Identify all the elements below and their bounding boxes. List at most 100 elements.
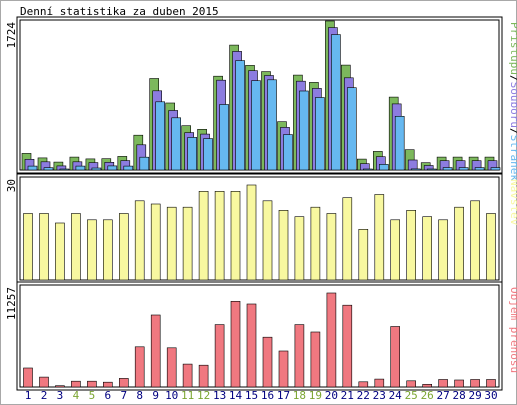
bar-pages-4 (75, 165, 86, 171)
kbytes-panel: 11257 Objem přenosu (5, 281, 517, 391)
bar-pages-5 (91, 167, 102, 171)
bar-visits-9 (150, 203, 161, 281)
day-label-5: 5 (89, 389, 96, 402)
bar-files-25 (407, 159, 418, 171)
bar-visits-3 (55, 222, 65, 281)
bar-kbytes-30 (486, 379, 496, 388)
day-label-29: 29 (468, 389, 481, 402)
bar-pages-12 (203, 138, 213, 171)
bar-visits-24 (390, 219, 401, 281)
y-max-label: 30 (5, 179, 18, 192)
bar-kbytes-29 (470, 379, 480, 388)
day-label-19: 19 (309, 389, 322, 402)
bar-pages-2 (43, 167, 54, 171)
bar-kbytes-17 (278, 350, 289, 388)
bar-visits-10 (166, 206, 177, 281)
visits-panel: 30 Návštěv (5, 173, 517, 284)
bar-pages-26 (426, 168, 437, 171)
bar-kbytes-26 (422, 383, 433, 388)
bar-pages-3 (59, 168, 70, 171)
bar-kbytes-9 (150, 314, 161, 388)
bar-pages-23 (378, 164, 389, 171)
bar-pages-22 (362, 168, 373, 171)
day-label-28: 28 (452, 389, 465, 402)
legend-files: Souborů (508, 82, 517, 128)
bar-visits-25 (406, 210, 417, 281)
bar-visits-23 (374, 194, 385, 281)
bar-kbytes-28 (454, 379, 464, 388)
panel-outer-border (16, 281, 503, 391)
day-label-7: 7 (120, 389, 127, 402)
bar-kbytes-25 (406, 380, 417, 388)
bar-kbytes-6 (103, 381, 113, 388)
bar-kbytes-19 (310, 331, 321, 388)
panel-plot-border (19, 176, 500, 281)
bar-pages-7 (123, 165, 134, 171)
bar-kbytes-27 (438, 379, 448, 388)
bar-pages-19 (315, 97, 325, 171)
y-max-label: 1724 (5, 22, 18, 49)
bar-visits-12 (198, 191, 209, 281)
bar-pages-30 (490, 167, 501, 171)
day-label-22: 22 (357, 389, 370, 402)
bar-pages-13 (219, 104, 229, 171)
legend-hits: Přístupů (508, 22, 517, 75)
legend: Přístupů/Souborů/Stránek (508, 22, 517, 181)
bar-visits-8 (134, 200, 145, 281)
day-label-30: 30 (484, 389, 497, 402)
day-label-27: 27 (436, 389, 449, 402)
bar-kbytes-15 (246, 303, 257, 388)
bar-visits-14 (230, 191, 241, 281)
legend: Objem přenosu (508, 287, 517, 373)
bar-visits-13 (214, 191, 225, 281)
day-label-3: 3 (57, 389, 64, 402)
bar-visits-7 (119, 213, 129, 281)
y-max-label: 11257 (5, 287, 18, 320)
bar-visits-5 (87, 219, 97, 281)
bar-kbytes-20 (326, 292, 337, 388)
day-label-24: 24 (389, 389, 403, 402)
day-label-16: 16 (261, 389, 274, 402)
bar-pages-1 (27, 165, 38, 171)
bar-visits-18 (294, 216, 305, 281)
bar-pages-15 (251, 80, 261, 171)
day-label-8: 8 (136, 389, 143, 402)
bar-pages-9 (155, 101, 165, 171)
day-label-21: 21 (341, 389, 354, 402)
legend-sep1: / (508, 75, 517, 82)
day-label-9: 9 (152, 389, 159, 402)
bar-visits-30 (486, 213, 496, 281)
bar-visits-19 (310, 206, 321, 281)
bar-kbytes-3 (55, 385, 65, 388)
bar-visits-11 (182, 206, 193, 281)
bar-kbytes-5 (87, 380, 97, 388)
day-label-23: 23 (373, 389, 386, 402)
day-label-14: 14 (229, 389, 243, 402)
day-label-6: 6 (104, 389, 111, 402)
bar-visits-20 (326, 213, 337, 281)
chart-title: Denní statistika za duben 2015 (20, 5, 219, 18)
day-label-15: 15 (245, 389, 258, 402)
day-label-1: 1 (25, 389, 32, 402)
bar-kbytes-22 (358, 381, 369, 388)
legend-kbytes: Objem přenosu (508, 287, 517, 373)
bar-pages-14 (235, 60, 245, 171)
legend-sep2: / (508, 128, 517, 135)
bar-kbytes-23 (374, 378, 385, 388)
bar-visits-1 (23, 213, 33, 281)
bar-visits-26 (422, 216, 433, 281)
day-labels: 1 2 3 4 5 6 7 8 9 10 11 12 13 14 15 16 17 18 19 20 21 22 23 24 2… (25, 389, 498, 402)
bar-pages-6 (107, 165, 118, 171)
bar-visits-16 (262, 200, 273, 281)
bar-visits-22 (358, 229, 369, 281)
panel-plot-border (19, 284, 500, 388)
bar-visits-27 (438, 219, 448, 281)
bar-kbytes-4 (71, 380, 81, 388)
bar-kbytes-18 (294, 324, 305, 388)
bar-visits-6 (103, 219, 113, 281)
day-label-10: 10 (165, 389, 178, 402)
bar-pages-24 (394, 116, 405, 171)
legend-pages: Stránek (508, 135, 517, 182)
bar-kbytes-10 (166, 347, 177, 388)
